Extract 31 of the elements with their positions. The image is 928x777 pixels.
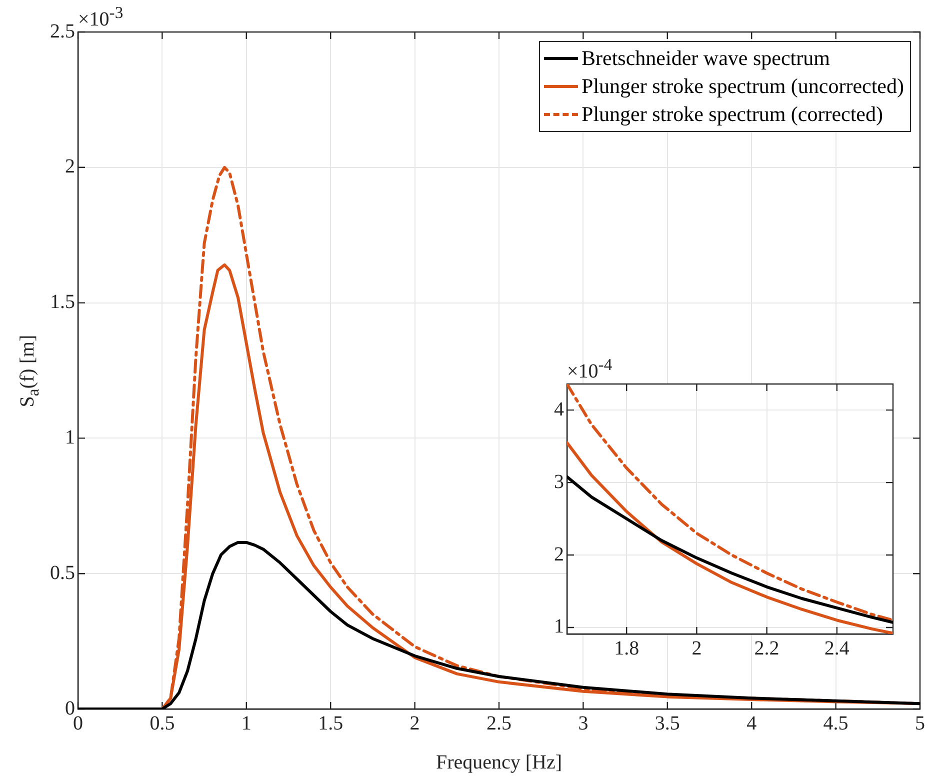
y-tick-label: 4 [554, 398, 564, 420]
x-tick-label: 0.5 [150, 712, 175, 734]
x-tick-label: 2 [410, 712, 420, 734]
x-tick-label: 2.4 [824, 637, 850, 660]
y-tick-label: 1 [554, 616, 564, 638]
x-tick-label: 3 [578, 712, 588, 734]
y-tick-label: 3 [554, 470, 564, 493]
y-tick-label: 2 [554, 543, 564, 566]
x-tick-label: 2.5 [486, 712, 512, 734]
text: ×10$^{-3}$ [78, 3, 124, 32]
y-tick-label: 1 [65, 426, 75, 448]
x-tick-label: 4.5 [823, 712, 848, 734]
legend-label: Plunger stroke spectrum (uncorrected) [582, 73, 904, 100]
x-tick-label: 3.5 [654, 712, 680, 734]
y-tick-label: 0 [65, 697, 75, 720]
x-tick-label: 4 [746, 712, 757, 734]
x-tick-label: 1.8 [614, 637, 640, 660]
annotation: ×10$^{-4}$ [567, 355, 612, 384]
x-tick-label: 5 [915, 712, 925, 734]
y-tick-label: 2 [65, 156, 75, 178]
x-tick-label: 1.5 [318, 712, 344, 734]
y-tick-label: 2.5 [50, 20, 75, 42]
legend-label: Plunger stroke spectrum (corrected) [582, 101, 883, 128]
x-tick-label: 2 [692, 637, 702, 660]
line-series [567, 384, 893, 622]
x-tick-label: 2.2 [754, 637, 780, 660]
x-tick-label: 1 [241, 712, 252, 734]
legend-label: Bretschneider wave spectrum [582, 45, 830, 72]
y-tick-label: 1.5 [50, 291, 75, 314]
x-axis-title: Frequency [Hz] [436, 751, 562, 774]
y-tick-label: 0.5 [50, 562, 75, 584]
